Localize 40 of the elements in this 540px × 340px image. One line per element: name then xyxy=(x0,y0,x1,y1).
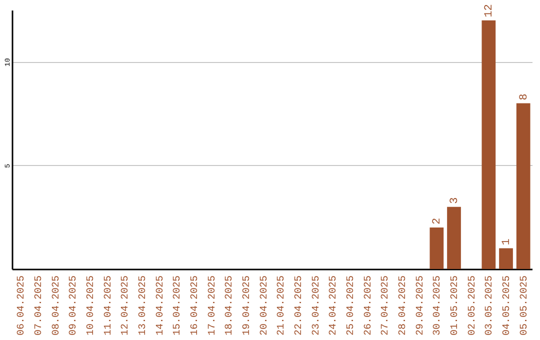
data-label: 1 xyxy=(501,238,513,246)
x-tick-label: 16.04.2025 xyxy=(190,276,201,336)
x-tick-label: 01.05.2025 xyxy=(450,276,461,336)
x-tick-label: 04.05.2025 xyxy=(502,276,513,336)
x-tick-label: 09.04.2025 xyxy=(68,276,80,336)
x-tick-label: 07.04.2025 xyxy=(34,276,45,336)
data-label: 12 xyxy=(484,4,496,18)
data-label: 3 xyxy=(449,197,461,204)
x-tick-label: 17.04.2025 xyxy=(207,276,218,336)
x-tick-label: 05.05.2025 xyxy=(519,276,530,336)
x-tick-label: 28.04.2025 xyxy=(398,276,409,336)
x-tick-label: 27.04.2025 xyxy=(380,276,392,336)
x-tick-label: 13.04.2025 xyxy=(138,276,149,336)
x-tick-label: 23.04.2025 xyxy=(311,276,322,336)
x-tick-label: 02.05.2025 xyxy=(467,276,478,336)
x-tick-label: 03.05.2025 xyxy=(484,276,496,336)
x-tick-label: 10.04.2025 xyxy=(86,276,97,336)
x-tick-label: 30.04.2025 xyxy=(432,276,444,336)
x-tick-label: 20.04.2025 xyxy=(259,276,270,336)
bar xyxy=(516,103,530,269)
x-tick-label: 12.04.2025 xyxy=(120,276,132,336)
x-tick-label: 21.04.2025 xyxy=(276,276,288,336)
x-tick-label: 29.04.2025 xyxy=(415,276,426,336)
x-tick-label: 18.04.2025 xyxy=(224,276,236,336)
x-tick-label: 06.04.2025 xyxy=(16,276,28,336)
x-tick-label: 26.04.2025 xyxy=(363,276,374,336)
data-label: 2 xyxy=(432,218,444,225)
x-tick-label: 25.04.2025 xyxy=(346,276,357,336)
bar xyxy=(499,248,513,269)
x-tick-label: 19.04.2025 xyxy=(242,276,253,336)
x-tick-label: 24.04.2025 xyxy=(328,276,340,336)
x-tick-label: 22.04.2025 xyxy=(294,276,305,336)
x-tick-label: 14.04.2025 xyxy=(155,276,166,336)
x-tick-label: 15.04.2025 xyxy=(172,276,184,336)
bar xyxy=(430,228,444,269)
x-tick-label: 08.04.2025 xyxy=(51,276,62,336)
x-tick-label: 11.04.2025 xyxy=(103,276,114,336)
data-label: 8 xyxy=(518,94,530,100)
bar xyxy=(482,20,496,269)
bar xyxy=(447,206,461,269)
